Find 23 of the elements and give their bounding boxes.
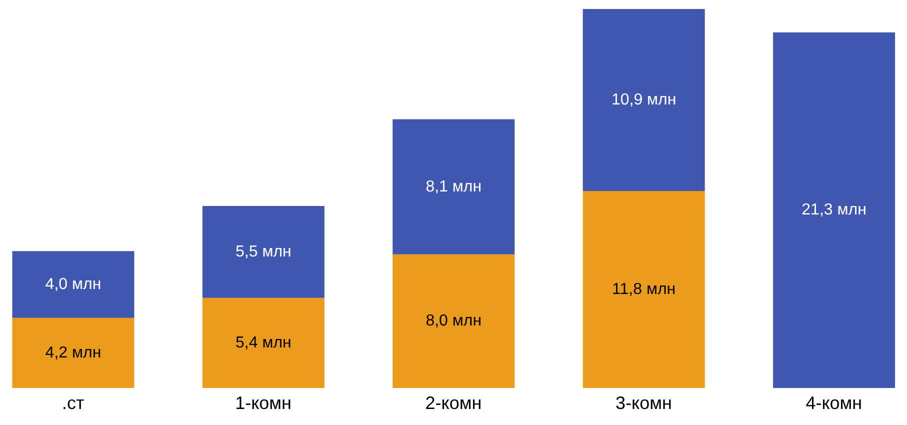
data-label: 10,9 млн xyxy=(611,91,676,108)
data-label: 21,3 млн xyxy=(802,202,866,219)
data-label: 5,4 млн xyxy=(236,334,292,352)
bar xyxy=(582,190,705,388)
bar xyxy=(392,119,515,254)
data-label: 4,2 млн xyxy=(45,344,102,362)
data-label: 8,0 млн xyxy=(426,312,482,330)
data-label: 5,5 млн xyxy=(236,243,292,260)
bar xyxy=(202,298,324,388)
x-tick-label: 3-комн xyxy=(615,392,672,413)
bar xyxy=(12,318,134,388)
x-tick-label: 1-комн xyxy=(235,392,292,413)
x-tick-label: 2-комн xyxy=(425,392,482,413)
bar xyxy=(392,254,515,388)
bar xyxy=(582,9,705,191)
data-label: 4,0 млн xyxy=(45,276,102,293)
data-label: 11,8 млн xyxy=(612,280,676,298)
data-label: 8,1 млн xyxy=(426,178,482,196)
bar xyxy=(12,251,134,318)
bar xyxy=(773,32,896,388)
bar xyxy=(202,206,324,298)
x-tick-label: .ст xyxy=(62,392,84,413)
x-tick-label: 4-комн xyxy=(806,392,862,413)
